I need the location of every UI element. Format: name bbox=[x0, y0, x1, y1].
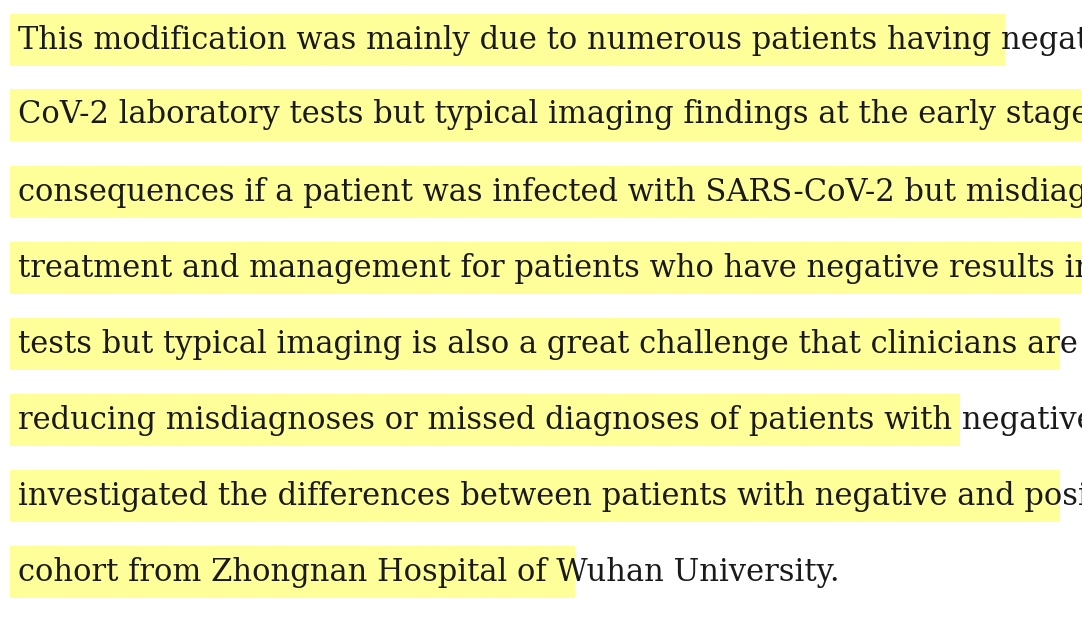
Bar bbox=[10, 470, 1060, 522]
Text: cohort from Zhongnan Hospital of Wuhan University.: cohort from Zhongnan Hospital of Wuhan U… bbox=[18, 557, 840, 587]
Text: treatment and management for patients who have negative results in SARS-CoV-2 la: treatment and management for patients wh… bbox=[18, 253, 1082, 283]
Text: CoV-2 laboratory tests but typical imaging findings at the early stage; this cou: CoV-2 laboratory tests but typical imagi… bbox=[18, 100, 1082, 130]
Text: investigated the differences between patients with negative and positive RT-PCR : investigated the differences between pat… bbox=[18, 480, 1082, 512]
Bar bbox=[10, 89, 1082, 141]
Bar bbox=[10, 166, 1082, 218]
Text: tests but typical imaging is also a great challenge that clinicians are facing. : tests but typical imaging is also a grea… bbox=[18, 329, 1082, 359]
Text: This modification was mainly due to numerous patients having negative results in: This modification was mainly due to nume… bbox=[18, 24, 1082, 56]
Bar bbox=[10, 394, 960, 446]
Bar bbox=[10, 14, 1005, 66]
Bar bbox=[10, 318, 1060, 370]
Bar bbox=[10, 242, 1082, 294]
Text: consequences if a patient was infected with SARS-CoV-2 but misdiagnosed.⁹ Adopti: consequences if a patient was infected w… bbox=[18, 176, 1082, 208]
Text: reducing misdiagnoses or missed diagnoses of patients with negative RT-PCR resul: reducing misdiagnoses or missed diagnose… bbox=[18, 404, 1082, 436]
Bar bbox=[10, 546, 575, 598]
